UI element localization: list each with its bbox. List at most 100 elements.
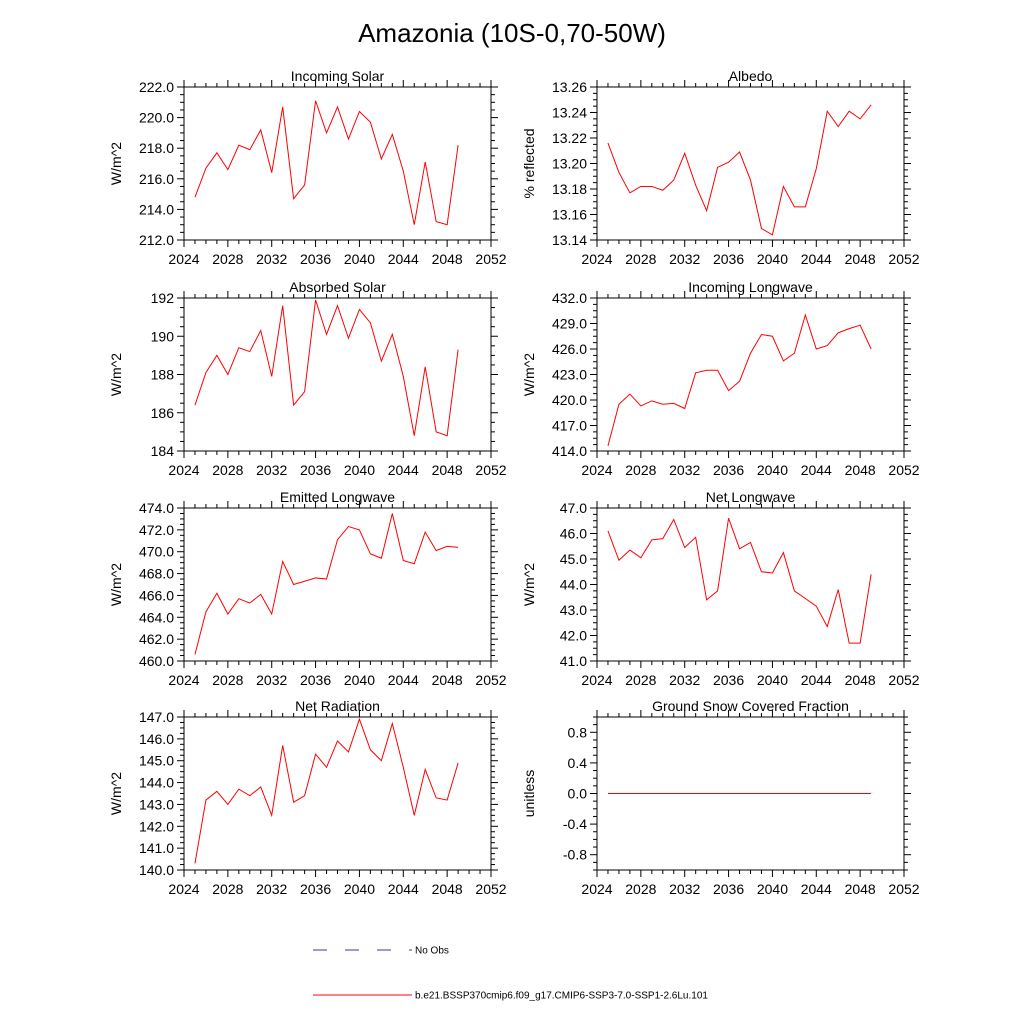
panel-title: Incoming Solar [291,68,385,84]
panel-title: Net Longwave [706,489,796,505]
x-tick-label: 2024 [168,462,199,478]
plot-frame [596,86,905,241]
series-line [194,717,459,864]
x-tick-label: 2036 [300,672,331,688]
y-tick-label: 222.0 [139,79,174,95]
panel-title: Emitted Longwave [280,489,395,505]
x-tick-label: 2036 [713,672,744,688]
y-tick-label: 141.0 [139,840,174,856]
series-line [607,104,872,236]
y-tick-label: 13.26 [552,79,587,95]
x-tick-label: 2048 [845,251,876,267]
y-tick-label: 41.0 [560,653,587,669]
x-tick-label: 2044 [801,881,832,897]
x-tick-label: 2032 [669,251,700,267]
y-tick-label: 216.0 [139,171,174,187]
panel-net-longwave: Net Longwave W/m^2 2024 2028 2032 2036 2040 204… [521,489,920,688]
x-tick-label: 2028 [212,462,243,478]
y-axis-label: W/m^2 [108,772,124,815]
y-tick-label: 420.0 [552,392,587,408]
panel-title: Net Radiation [295,698,380,714]
x-tick-label: 2040 [344,881,375,897]
y-tick-label: 214.0 [139,201,174,217]
x-tick-label: 2028 [625,251,656,267]
y-tick-label: -0.8 [563,847,587,863]
x-tick-label: 2024 [168,251,199,267]
x-tick-label: 2044 [388,462,419,478]
panel-grid: Incoming Solar W/m^2 2024 2028 2032 2036 2040 2… [108,68,920,897]
y-tick-label: 184 [151,443,175,459]
y-tick-label: 0.0 [568,786,588,802]
y-tick-label: 466.0 [139,587,174,603]
y-tick-label: 0.4 [568,755,588,771]
y-tick-label: 218.0 [139,140,174,156]
x-tick-label: 2024 [581,251,612,267]
x-tick-label: 2052 [475,672,506,688]
panel-absorbed-solar: Absorbed Solar W/m^2 2024 2028 2032 2036 2040 2… [108,279,507,478]
x-tick-label: 2024 [581,881,612,897]
y-tick-label: 46.0 [560,526,587,542]
y-tick-label: 192 [151,290,175,306]
y-tick-label: 142.0 [139,818,174,834]
y-tick-label: 432.0 [552,290,587,306]
x-tick-label: 2040 [344,672,375,688]
figure-title: Amazonia (10S-0,70-50W) [358,18,666,48]
y-axis-label: unitless [521,770,537,817]
x-tick-label: 2032 [669,672,700,688]
x-tick-label: 2028 [625,462,656,478]
x-tick-label: 2036 [713,462,744,478]
x-tick-label: 2048 [845,672,876,688]
series-line [194,100,459,226]
x-tick-label: 2028 [212,672,243,688]
y-tick-label: 0.8 [568,724,588,740]
legend: No Obs b.e21.BSSP370cmip6.f09_g17.CMIP6-… [313,946,708,1002]
panel-title: Albedo [729,68,773,84]
y-tick-label: 13.24 [552,105,587,121]
series-line [194,513,459,655]
y-tick-label: 143.0 [139,796,174,812]
panel-title: Ground Snow Covered Fraction [652,698,849,714]
x-tick-label: 2052 [475,881,506,897]
x-tick-label: 2028 [625,672,656,688]
y-tick-label: 472.0 [139,522,174,538]
x-tick-label: 2032 [669,462,700,478]
y-axis-label: W/m^2 [108,353,124,396]
y-tick-label: 43.0 [560,602,587,618]
x-tick-label: 2024 [581,462,612,478]
y-tick-label: 220.0 [139,110,174,126]
plot-frame [183,716,492,871]
panel-albedo: Albedo % reflected 2024 2028 2032 2036 2040 204… [521,68,920,267]
x-tick-label: 2036 [713,251,744,267]
y-tick-label: 13.18 [552,181,587,197]
x-tick-label: 2032 [256,251,287,267]
series-line [194,299,459,437]
x-tick-label: 2048 [432,462,463,478]
x-tick-label: 2044 [801,462,832,478]
panel-emitted-longwave: Emitted Longwave W/m^2 2024 2028 2032 2036 204… [108,489,507,688]
y-tick-label: 190 [151,328,175,344]
x-tick-label: 2036 [713,881,744,897]
x-tick-label: 2040 [344,462,375,478]
x-tick-label: 2044 [388,881,419,897]
panel-title: Incoming Longwave [688,279,813,295]
x-tick-label: 2044 [388,672,419,688]
x-tick-label: 2036 [300,251,331,267]
y-tick-label: 144.0 [139,775,174,791]
x-tick-label: 2032 [256,881,287,897]
x-tick-label: 2052 [888,881,919,897]
series-line [607,518,872,644]
y-tick-label: 460.0 [139,653,174,669]
x-tick-label: 2052 [475,251,506,267]
panel-title: Absorbed Solar [289,279,386,295]
y-tick-label: 423.0 [552,367,587,383]
x-tick-label: 2044 [388,251,419,267]
x-tick-label: 2024 [581,672,612,688]
y-tick-label: 145.0 [139,753,174,769]
y-tick-label: 470.0 [139,544,174,560]
plot-frame [596,297,905,452]
panel-net-radiation: Net Radiation W/m^2 2024 2028 2032 2036 2040 20… [108,698,507,897]
x-tick-label: 2044 [801,672,832,688]
panel-ground-snow-covered-fraction: Ground Snow Covered Fraction unitless 2024… [521,698,920,897]
panel-incoming-solar: Incoming Solar W/m^2 2024 2028 2032 2036 2040 2… [108,68,507,267]
y-tick-label: 146.0 [139,731,174,747]
